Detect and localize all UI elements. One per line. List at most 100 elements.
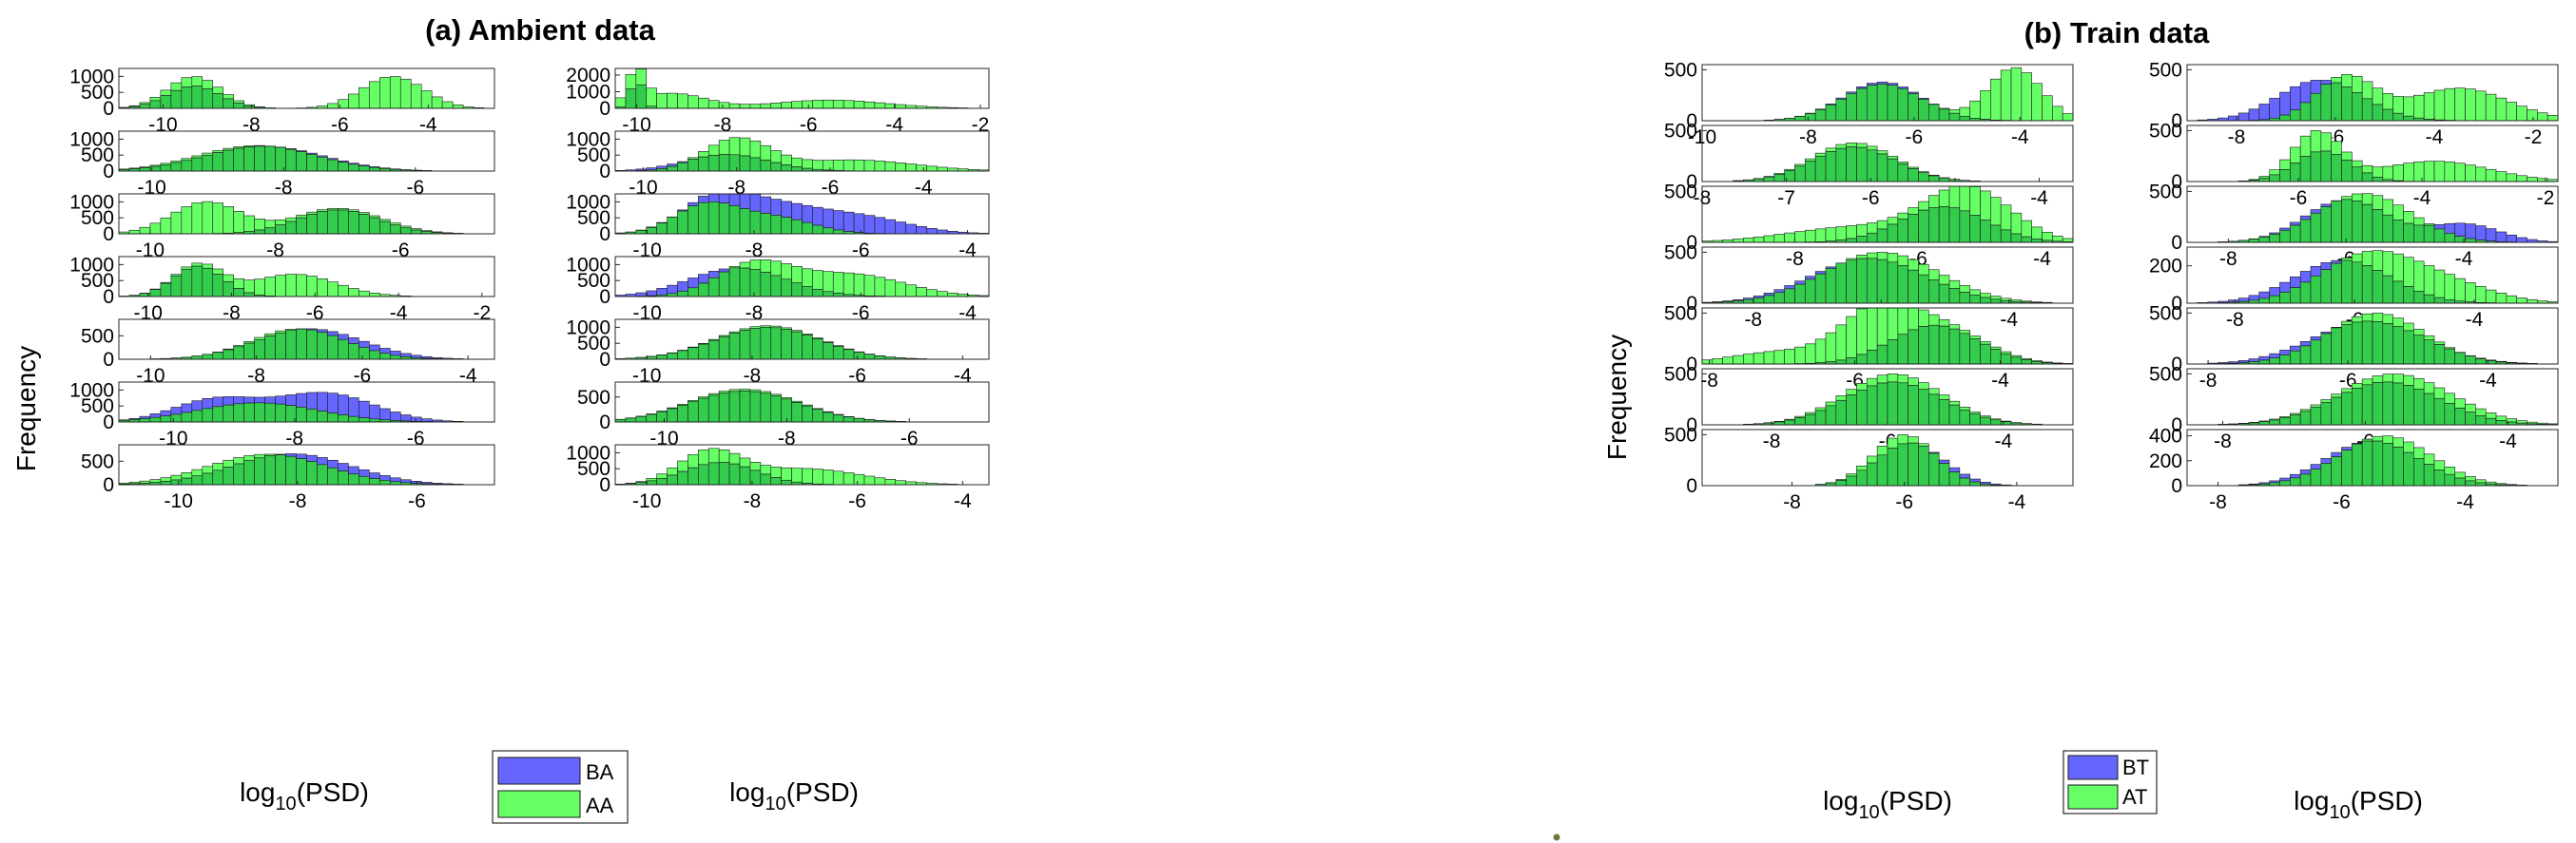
histogram-bar <box>348 93 359 109</box>
histogram-bar-overlap <box>2352 321 2363 365</box>
histogram-bar-overlap <box>2269 419 2280 426</box>
histogram-bar-overlap <box>2331 456 2342 487</box>
histogram-bar <box>1753 296 1765 298</box>
histogram-bar <box>1784 232 1795 243</box>
histogram-bar-overlap <box>1867 232 1878 243</box>
figure-b-title: (b) Train data <box>2024 16 2210 49</box>
histogram-bar-overlap <box>306 214 318 235</box>
histogram-bar <box>2361 251 2373 266</box>
histogram-bar <box>823 469 834 485</box>
histogram-bar <box>2228 115 2239 122</box>
histogram-bar <box>160 477 172 482</box>
histogram-bar <box>275 275 286 297</box>
x-tick-label: -6 <box>2333 491 2351 513</box>
figure-b-xlabel-left: log10(PSD) <box>1823 786 1952 823</box>
histogram-bar <box>667 467 678 476</box>
histogram-bar <box>2475 225 2487 240</box>
histogram-bar <box>2454 163 2466 182</box>
histogram-bar-overlap <box>1908 214 1919 243</box>
histogram-bar <box>2433 269 2446 298</box>
x-tick-label: -7 <box>1777 187 1795 209</box>
histogram-bar <box>2352 383 2363 389</box>
histogram-bar <box>843 211 855 232</box>
histogram-bar-overlap <box>317 156 328 172</box>
histogram-bar-overlap <box>1794 116 1806 122</box>
histogram-bar-overlap <box>781 479 792 486</box>
histogram-bar-overlap <box>749 157 762 172</box>
histogram-bar-overlap <box>2372 321 2384 365</box>
histogram-bar <box>128 229 141 235</box>
histogram-bar <box>160 89 172 96</box>
histogram-bar-overlap <box>2382 323 2393 365</box>
histogram-bar-overlap <box>358 214 370 235</box>
histogram-bar <box>379 348 391 354</box>
histogram-bar-overlap <box>160 415 172 423</box>
histogram-bar <box>1846 473 1857 477</box>
panel-axes-box <box>2186 368 2559 426</box>
histogram-bar <box>812 270 823 290</box>
x-tick-label: -8 <box>778 428 796 450</box>
panel-axes-box <box>1701 246 2074 304</box>
histogram-bar <box>379 77 391 109</box>
histogram-bar <box>2465 403 2476 413</box>
histogram-bar <box>739 261 751 269</box>
x-tick-label: -6 <box>406 177 424 199</box>
histogram-bar-overlap <box>1908 168 1919 182</box>
histogram-bar <box>296 393 307 408</box>
x-tick-label: -6 <box>822 177 840 199</box>
histogram-bar <box>1773 350 1785 365</box>
histogram-bar-overlap <box>863 354 876 360</box>
histogram-bar <box>874 161 886 172</box>
y-tick-label: 1000 <box>566 442 610 464</box>
histogram-bar-overlap <box>802 405 813 423</box>
histogram-bar-overlap <box>1814 155 1827 182</box>
histogram-bar-overlap <box>2258 359 2270 365</box>
y-tick-label: 0 <box>599 474 610 496</box>
histogram-bar <box>243 279 255 294</box>
histogram-bar <box>2454 87 2466 122</box>
histogram-bar-overlap <box>2372 270 2384 304</box>
histogram-bar-overlap <box>1846 259 1857 304</box>
histogram-bar-overlap <box>2341 86 2353 122</box>
histogram-bar-overlap <box>202 88 214 109</box>
panel-axes-box <box>1701 64 2074 122</box>
histogram-bar <box>2042 95 2053 122</box>
histogram-bar <box>926 289 938 297</box>
histogram-bar-overlap <box>1928 452 1940 487</box>
x-tick-label: -4 <box>2499 431 2517 452</box>
histogram-bar <box>2320 399 2332 403</box>
histogram-bar <box>2413 329 2425 335</box>
histogram-bar <box>625 74 637 89</box>
histogram-bar-overlap <box>275 454 286 486</box>
x-tick-label: -10 <box>148 114 177 136</box>
histogram-bar-overlap <box>1887 381 1899 426</box>
histogram-bar <box>2361 81 2373 100</box>
y-tick-label: 0 <box>2171 414 2182 436</box>
x-tick-label: -8 <box>2214 431 2232 452</box>
histogram-bar <box>656 288 668 296</box>
panel-axes-box <box>118 67 495 109</box>
histogram-bar-overlap <box>812 409 823 423</box>
histogram-bar-overlap <box>296 217 307 235</box>
panel-axes-box <box>614 318 990 360</box>
histogram-bar-overlap <box>791 402 803 423</box>
histogram-bar-overlap <box>317 464 328 486</box>
y-tick-label: 0 <box>2171 171 2182 193</box>
histogram-bar-overlap <box>832 293 844 297</box>
figure-a-ylabel: Frequency <box>11 346 41 471</box>
histogram-bar <box>317 329 328 333</box>
histogram-bar-overlap <box>379 353 391 360</box>
histogram-bar <box>1908 207 1919 215</box>
histogram-bar-overlap <box>2320 401 2332 426</box>
histogram-bar-overlap <box>791 282 803 297</box>
histogram-bar-overlap <box>1948 404 1961 426</box>
histogram-bar <box>223 396 234 406</box>
histogram-bar-overlap <box>2444 348 2455 365</box>
y-tick-label: 0 <box>1686 475 1697 497</box>
histogram-bar-overlap <box>275 332 286 360</box>
histogram-bar-overlap <box>2403 451 2414 487</box>
